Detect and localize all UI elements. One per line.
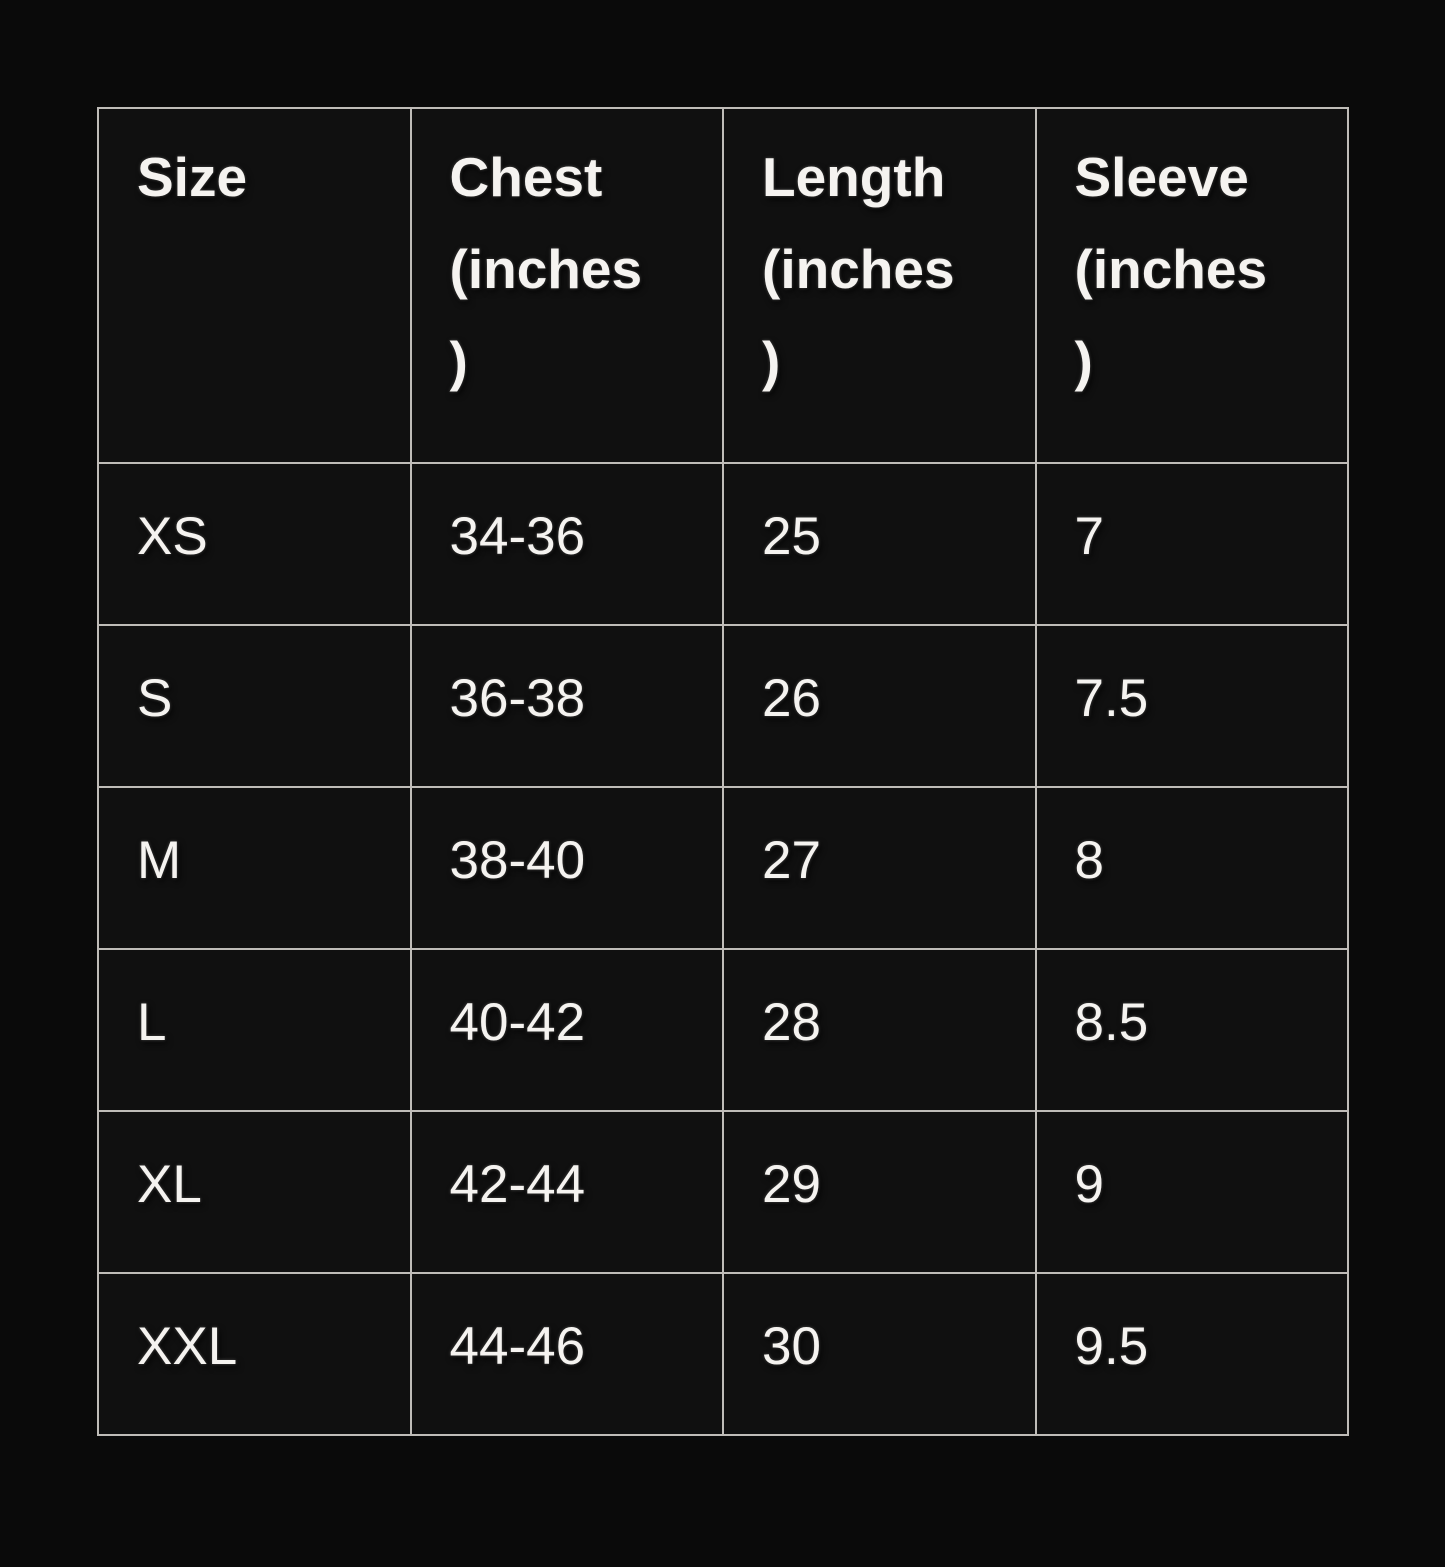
size-chart-table: Size Chest (inches ) Length (inches ) Sl…: [97, 107, 1349, 1436]
cell-size: XXL: [97, 1272, 412, 1436]
table-row-s: S 36-38 26 7.5: [97, 624, 1349, 788]
table-row-m: M 38-40 27 8: [97, 786, 1349, 950]
cell-sleeve: 7.5: [1034, 624, 1349, 788]
header-row: Size Chest (inches ) Length (inches ) Sl…: [97, 107, 1349, 464]
cell-size: XL: [97, 1110, 412, 1274]
cell-length: 26: [722, 624, 1037, 788]
table-row-xxl: XXL 44-46 30 9.5: [97, 1272, 1349, 1436]
column-header-chest: Chest (inches ): [409, 107, 724, 464]
cell-sleeve: 8.5: [1034, 948, 1349, 1112]
table-row-l: L 40-42 28 8.5: [97, 948, 1349, 1112]
cell-chest: 34-36: [409, 462, 724, 626]
column-header-sleeve: Sleeve (inches ): [1034, 107, 1349, 464]
cell-length: 25: [722, 462, 1037, 626]
cell-length: 28: [722, 948, 1037, 1112]
cell-chest: 36-38: [409, 624, 724, 788]
cell-size: L: [97, 948, 412, 1112]
cell-length: 29: [722, 1110, 1037, 1274]
table-row-xs: XS 34-36 25 7: [97, 462, 1349, 626]
cell-chest: 42-44: [409, 1110, 724, 1274]
cell-size: XS: [97, 462, 412, 626]
cell-sleeve: 7: [1034, 462, 1349, 626]
cell-length: 27: [722, 786, 1037, 950]
cell-chest: 38-40: [409, 786, 724, 950]
column-header-size: Size: [97, 107, 412, 464]
cell-sleeve: 9: [1034, 1110, 1349, 1274]
cell-size: S: [97, 624, 412, 788]
table-row-xl: XL 42-44 29 9: [97, 1110, 1349, 1274]
cell-size: M: [97, 786, 412, 950]
column-header-length: Length (inches ): [722, 107, 1037, 464]
cell-chest: 44-46: [409, 1272, 724, 1436]
cell-sleeve: 8: [1034, 786, 1349, 950]
cell-sleeve: 9.5: [1034, 1272, 1349, 1436]
cell-length: 30: [722, 1272, 1037, 1436]
cell-chest: 40-42: [409, 948, 724, 1112]
